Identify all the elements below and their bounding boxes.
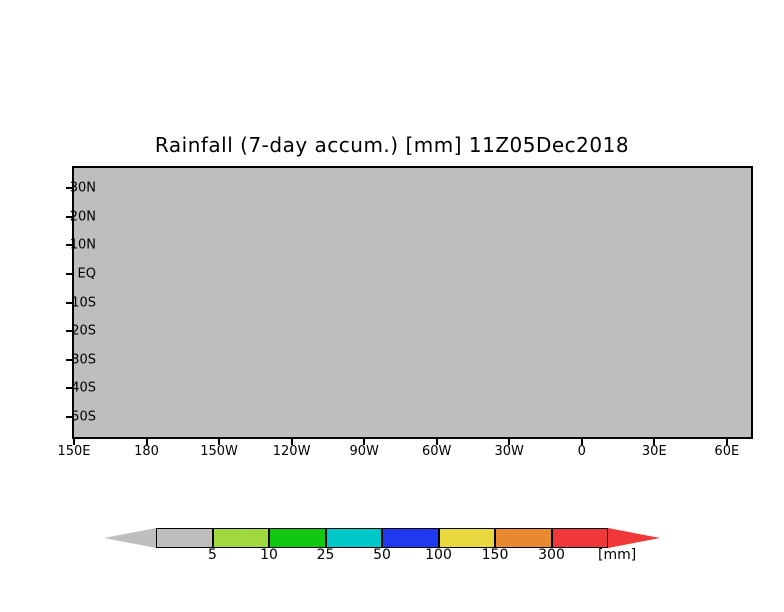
y-axis-tick-mark (66, 358, 72, 361)
x-axis-tick-mark (290, 439, 293, 445)
page-title: Rainfall (7-day accum.) [mm] 11Z05Dec201… (154, 133, 630, 157)
y-axis-tick-label: EQ (77, 266, 96, 282)
y-axis-tick-label: 10N (69, 237, 96, 253)
y-axis-tick-label: 40S (71, 380, 96, 396)
colorbar-tick-label: 25 (316, 547, 335, 563)
colorbar-tick-label: 10 (260, 547, 278, 563)
colorbar-tick-label: 150 (481, 547, 509, 563)
colorbar-segment (269, 528, 326, 548)
colorbar-segment (156, 528, 213, 548)
x-axis-tick-label: 30W (494, 444, 524, 459)
y-axis-tick-label: 20S (71, 323, 96, 339)
colorbar-tick-label: 5 (208, 547, 217, 563)
colorbar-strip (104, 528, 660, 550)
x-axis-tick-mark (725, 439, 728, 445)
x-axis-tick-label: 90W (349, 444, 379, 459)
colorbar-left-arrow (104, 528, 156, 548)
x-axis-tick-label: 60E (714, 444, 740, 459)
y-axis-tick-mark (66, 301, 72, 304)
colorbar-segment (495, 528, 552, 548)
x-axis-tick-label: 150E (57, 444, 91, 459)
y-axis-tick-mark (66, 244, 72, 247)
y-axis-tick-mark (66, 415, 72, 418)
colorbar-tick-label: 300 (538, 547, 565, 563)
x-axis-tick-label: 60W (421, 444, 452, 459)
x-axis-tick-mark (580, 439, 583, 445)
x-axis-tick-label: 150W (200, 444, 238, 459)
y-axis-tick-mark (66, 387, 72, 390)
y-axis-tick-mark (66, 330, 72, 333)
rainfall-map (72, 166, 753, 439)
x-axis-tick-mark (145, 439, 148, 445)
colorbar-segment (551, 528, 608, 548)
x-axis-tick-mark (218, 439, 221, 445)
colorbar-segment (382, 528, 439, 548)
colorbar-segment (438, 528, 495, 548)
x-axis-tick-label: 30E (641, 444, 667, 459)
colorbar-segment (212, 528, 269, 548)
y-axis-tick-label: 50S (71, 409, 96, 425)
y-axis-tick-label: 20N (69, 209, 96, 225)
x-axis-tick-label: 0 (577, 444, 586, 459)
x-axis-tick-label: 120W (272, 444, 311, 459)
y-axis-tick-mark (66, 187, 72, 190)
x-axis-tick-mark (653, 439, 656, 445)
y-axis-tick-mark (66, 215, 72, 218)
y-axis-tick-label: 30N (69, 180, 96, 196)
y-axis-tick-mark (66, 272, 72, 275)
x-axis-tick-label: 180 (134, 444, 159, 459)
x-axis-tick-mark (363, 439, 366, 445)
x-axis-tick-mark (435, 439, 438, 445)
colorbar-segment (325, 528, 382, 548)
colorbar-tick-label: 100 (425, 547, 452, 563)
colorbar-unit-label: [mm] (598, 547, 637, 563)
y-axis-tick-label: 10S (71, 295, 96, 310)
x-axis-tick-mark (73, 439, 75, 445)
y-axis-tick-label: 30S (71, 352, 96, 368)
x-axis-tick-mark (508, 439, 511, 445)
map-border (72, 166, 753, 439)
colorbar-tick-label: 50 (373, 547, 391, 563)
colorbar-right-arrow (608, 528, 660, 548)
